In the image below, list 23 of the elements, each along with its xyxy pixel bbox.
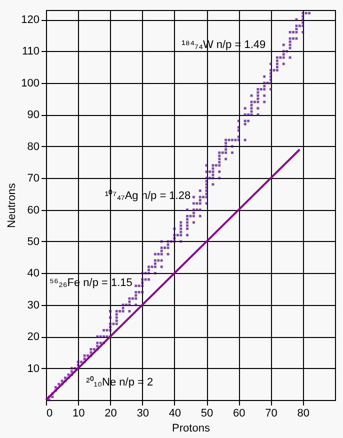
- y-tick-label: 120: [21, 14, 40, 26]
- y-tick-label: 40: [27, 268, 40, 280]
- y-tick-label: 50: [27, 236, 40, 248]
- y-tick-label: 100: [21, 77, 40, 90]
- y-tick-label: 10: [27, 362, 40, 375]
- x-tick-label: 70: [265, 408, 278, 420]
- y-tick-label: 20: [27, 331, 40, 344]
- y-tick-label: 90: [27, 109, 40, 122]
- y-tick-label: 110: [22, 46, 40, 58]
- y-tick-label: 60: [27, 204, 40, 216]
- x-tick-label: 10: [72, 408, 85, 420]
- x-axis-title: Protons: [172, 422, 210, 434]
- y-axis-title: Neutrons: [6, 182, 18, 228]
- x-tick-label: 40: [168, 408, 182, 420]
- x-tick-label: 20: [104, 408, 117, 420]
- x-tick-label: 60: [233, 408, 246, 420]
- x-tick-label: 0: [46, 408, 53, 420]
- y-tick-label: 80: [27, 140, 40, 153]
- y-tick-label: 30: [27, 299, 40, 312]
- x-tick-label: 30: [136, 408, 149, 420]
- x-tick-label: 50: [200, 408, 214, 420]
- x-tick-label: 80: [297, 408, 310, 420]
- y-tick-label: 70: [27, 172, 40, 185]
